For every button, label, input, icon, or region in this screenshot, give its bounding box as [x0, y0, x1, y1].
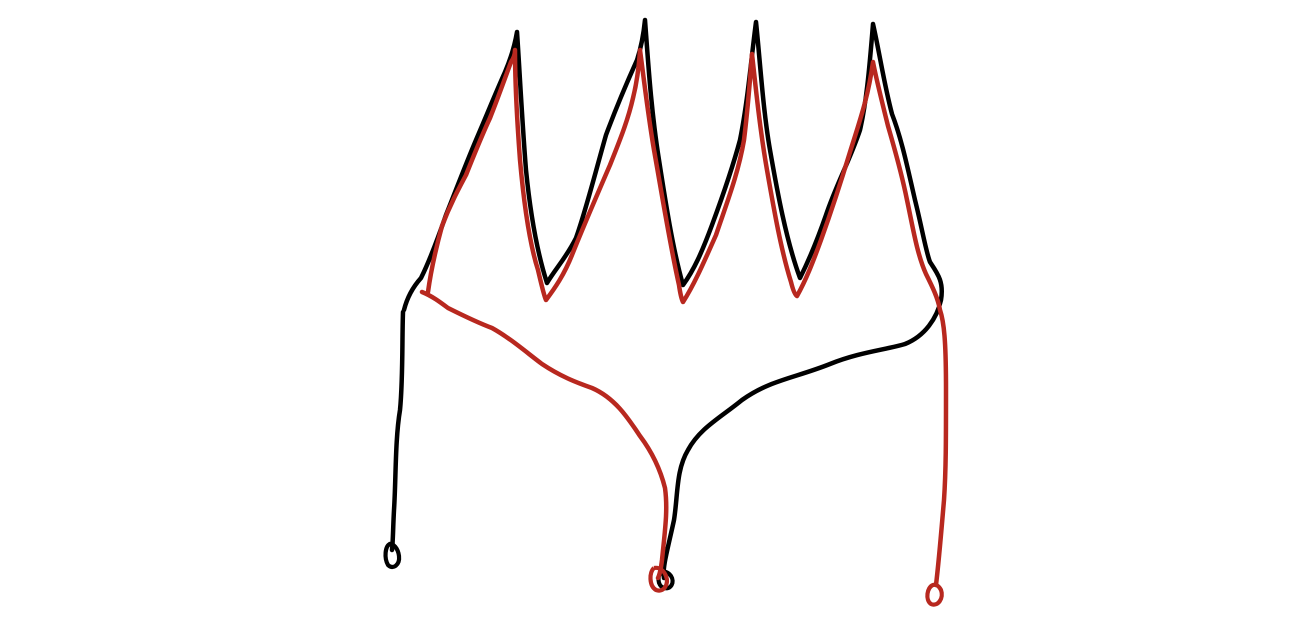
red-center-terminal-loop	[648, 565, 669, 593]
black-crown-outline	[401, 17, 944, 581]
black-left-leg	[389, 309, 406, 553]
red-right-terminal-loop	[925, 582, 944, 607]
red-crown-outline	[425, 47, 949, 588]
red-lower-curve	[419, 289, 669, 581]
black-left-terminal-loop	[383, 541, 402, 570]
